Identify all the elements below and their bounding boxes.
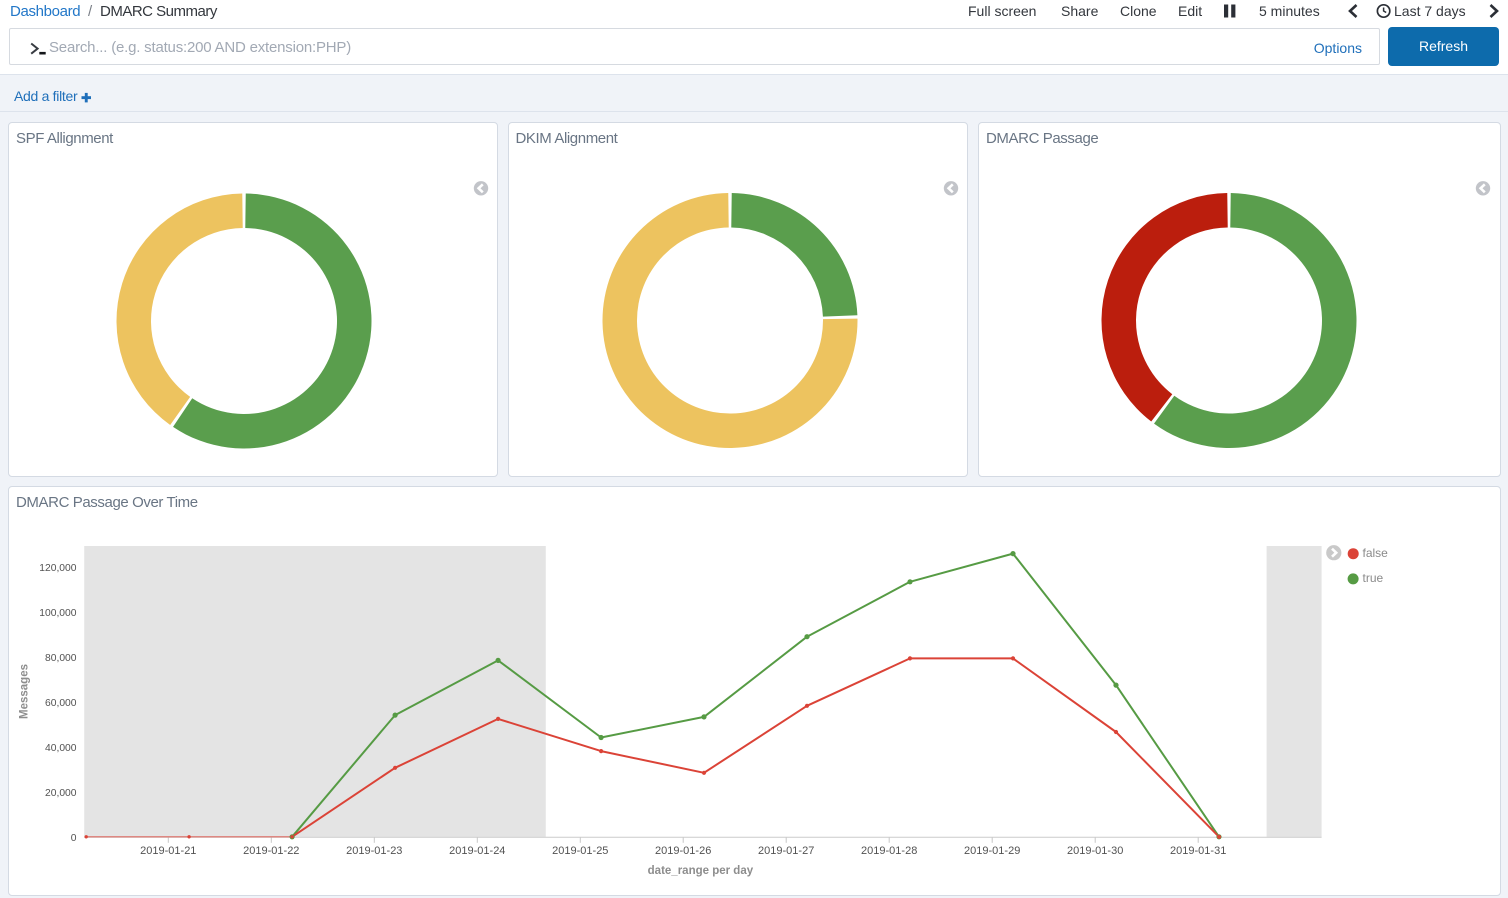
svg-text:2019-01-26: 2019-01-26	[655, 845, 711, 857]
svg-text:2019-01-23: 2019-01-23	[346, 845, 402, 857]
svg-text:20,000: 20,000	[45, 787, 77, 798]
svg-text:2019-01-31: 2019-01-31	[1170, 845, 1226, 857]
svg-text:date_range per day: date_range per day	[648, 865, 754, 877]
svg-text:120,000: 120,000	[39, 562, 76, 573]
svg-text:2019-01-29: 2019-01-29	[964, 845, 1020, 857]
svg-text:2019-01-22: 2019-01-22	[243, 845, 299, 857]
svg-text:2019-01-27: 2019-01-27	[758, 845, 814, 857]
svg-text:Messages: Messages	[18, 664, 30, 719]
svg-text:0: 0	[71, 832, 77, 843]
svg-text:2019-01-30: 2019-01-30	[1067, 845, 1123, 857]
svg-text:false: false	[1363, 546, 1389, 560]
svg-text:2019-01-25: 2019-01-25	[552, 845, 608, 857]
svg-text:2019-01-28: 2019-01-28	[861, 845, 917, 857]
svg-text:40,000: 40,000	[45, 742, 77, 753]
svg-text:2019-01-21: 2019-01-21	[140, 845, 196, 857]
svg-text:80,000: 80,000	[45, 652, 77, 663]
svg-text:2019-01-24: 2019-01-24	[449, 845, 505, 857]
svg-text:60,000: 60,000	[45, 697, 77, 708]
svg-text:true: true	[1363, 571, 1384, 585]
svg-text:100,000: 100,000	[39, 607, 76, 618]
